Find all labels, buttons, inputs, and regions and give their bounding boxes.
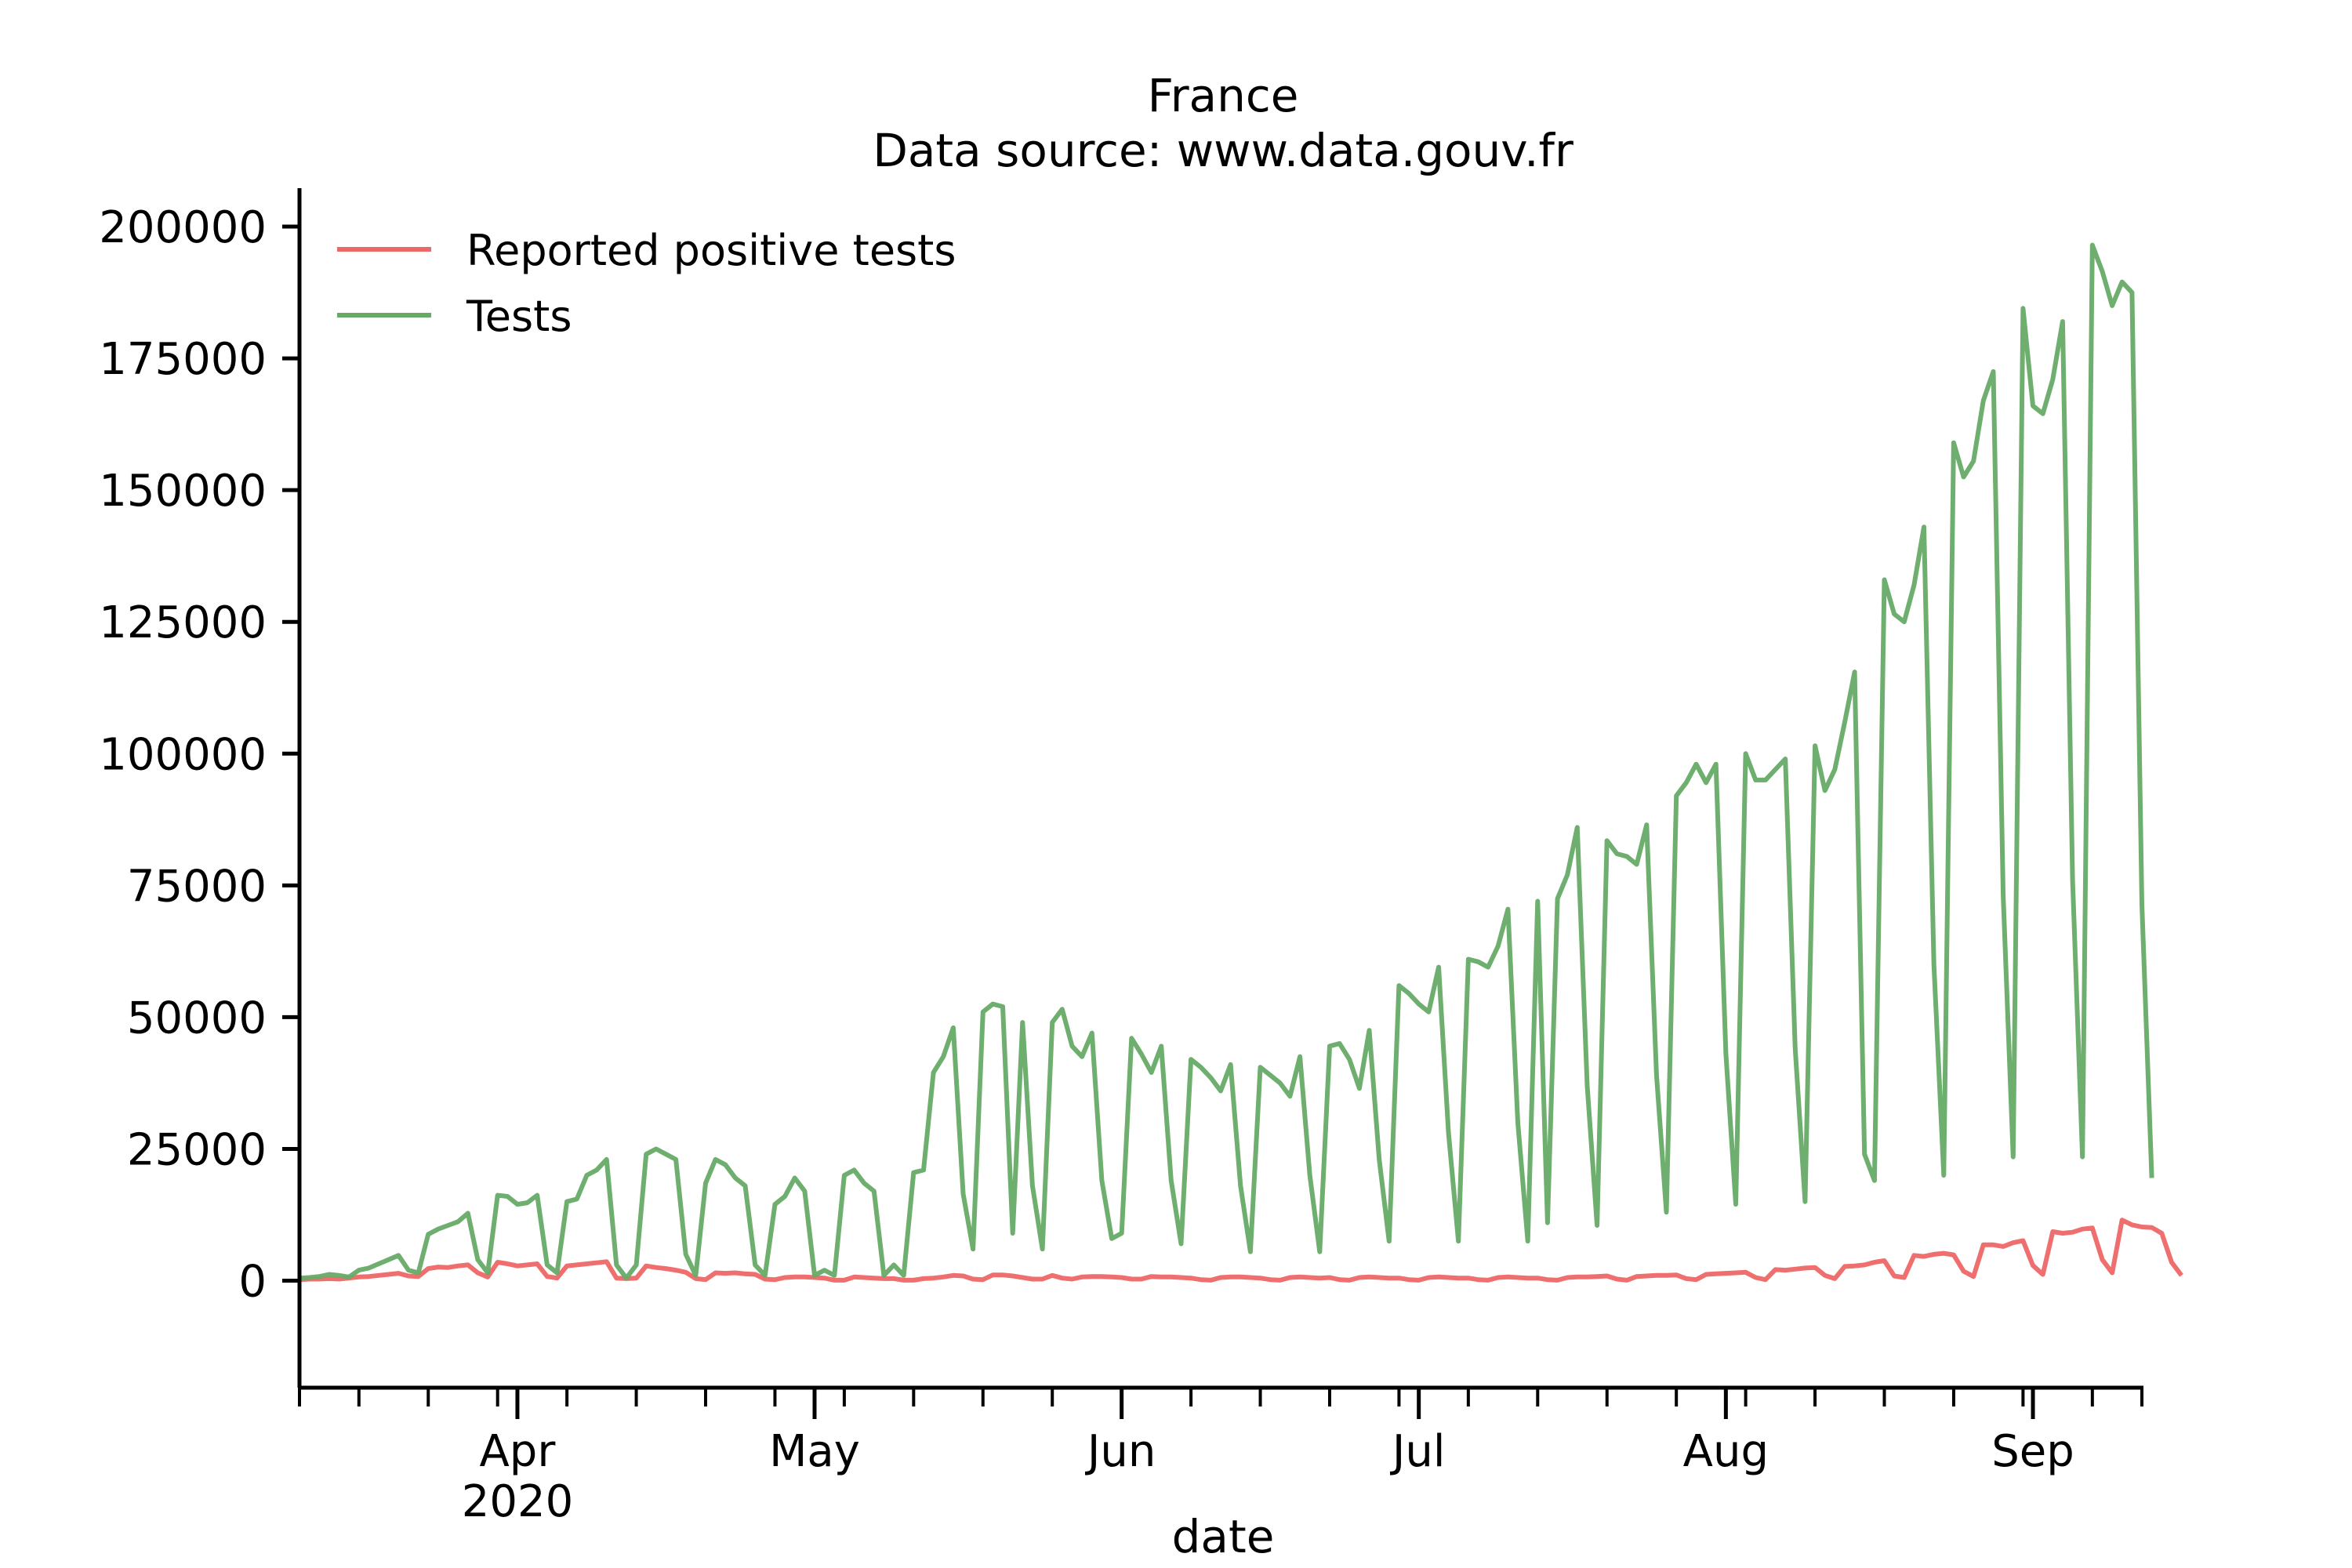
y-tick-label: 25000 xyxy=(127,1124,267,1175)
y-tick-label: 75000 xyxy=(127,861,267,912)
series-line-tests xyxy=(299,242,2154,1281)
y-tick-label: 150000 xyxy=(99,466,267,517)
x-tick-label: Sep xyxy=(1991,1426,2074,1477)
plot-area xyxy=(299,242,2183,1283)
y-tick-label: 200000 xyxy=(99,202,267,253)
legend-label-tests: Tests xyxy=(466,292,572,341)
x-tick-sublabel: 2020 xyxy=(462,1476,574,1527)
x-tick-label: Apr xyxy=(480,1426,557,1477)
y-axis: 0 25000 50000 75000 100000 125000 150000 175000… xyxy=(99,188,302,1388)
y-tick-label: 0 xyxy=(238,1257,267,1308)
series-line-reported-positive-tests xyxy=(299,1218,2183,1283)
x-tick-label: Jul xyxy=(1390,1426,1446,1477)
chart-title: France xyxy=(1148,69,1299,122)
chart-subtitle: Data source: www.data.gouv.fr xyxy=(873,124,1573,177)
x-tick-label: May xyxy=(769,1426,860,1477)
x-axis-label: date xyxy=(1172,1510,1275,1563)
x-tick-label: Jun xyxy=(1085,1426,1156,1477)
legend: Reported positive tests Tests xyxy=(337,226,956,341)
y-tick-label: 175000 xyxy=(99,334,267,385)
y-tick-label: 100000 xyxy=(99,729,267,780)
x-tick-label: Aug xyxy=(1683,1426,1769,1477)
y-tick-label: 50000 xyxy=(127,993,267,1044)
y-tick-label: 125000 xyxy=(99,597,267,648)
legend-label-reported-positive-tests: Reported positive tests xyxy=(466,226,956,275)
